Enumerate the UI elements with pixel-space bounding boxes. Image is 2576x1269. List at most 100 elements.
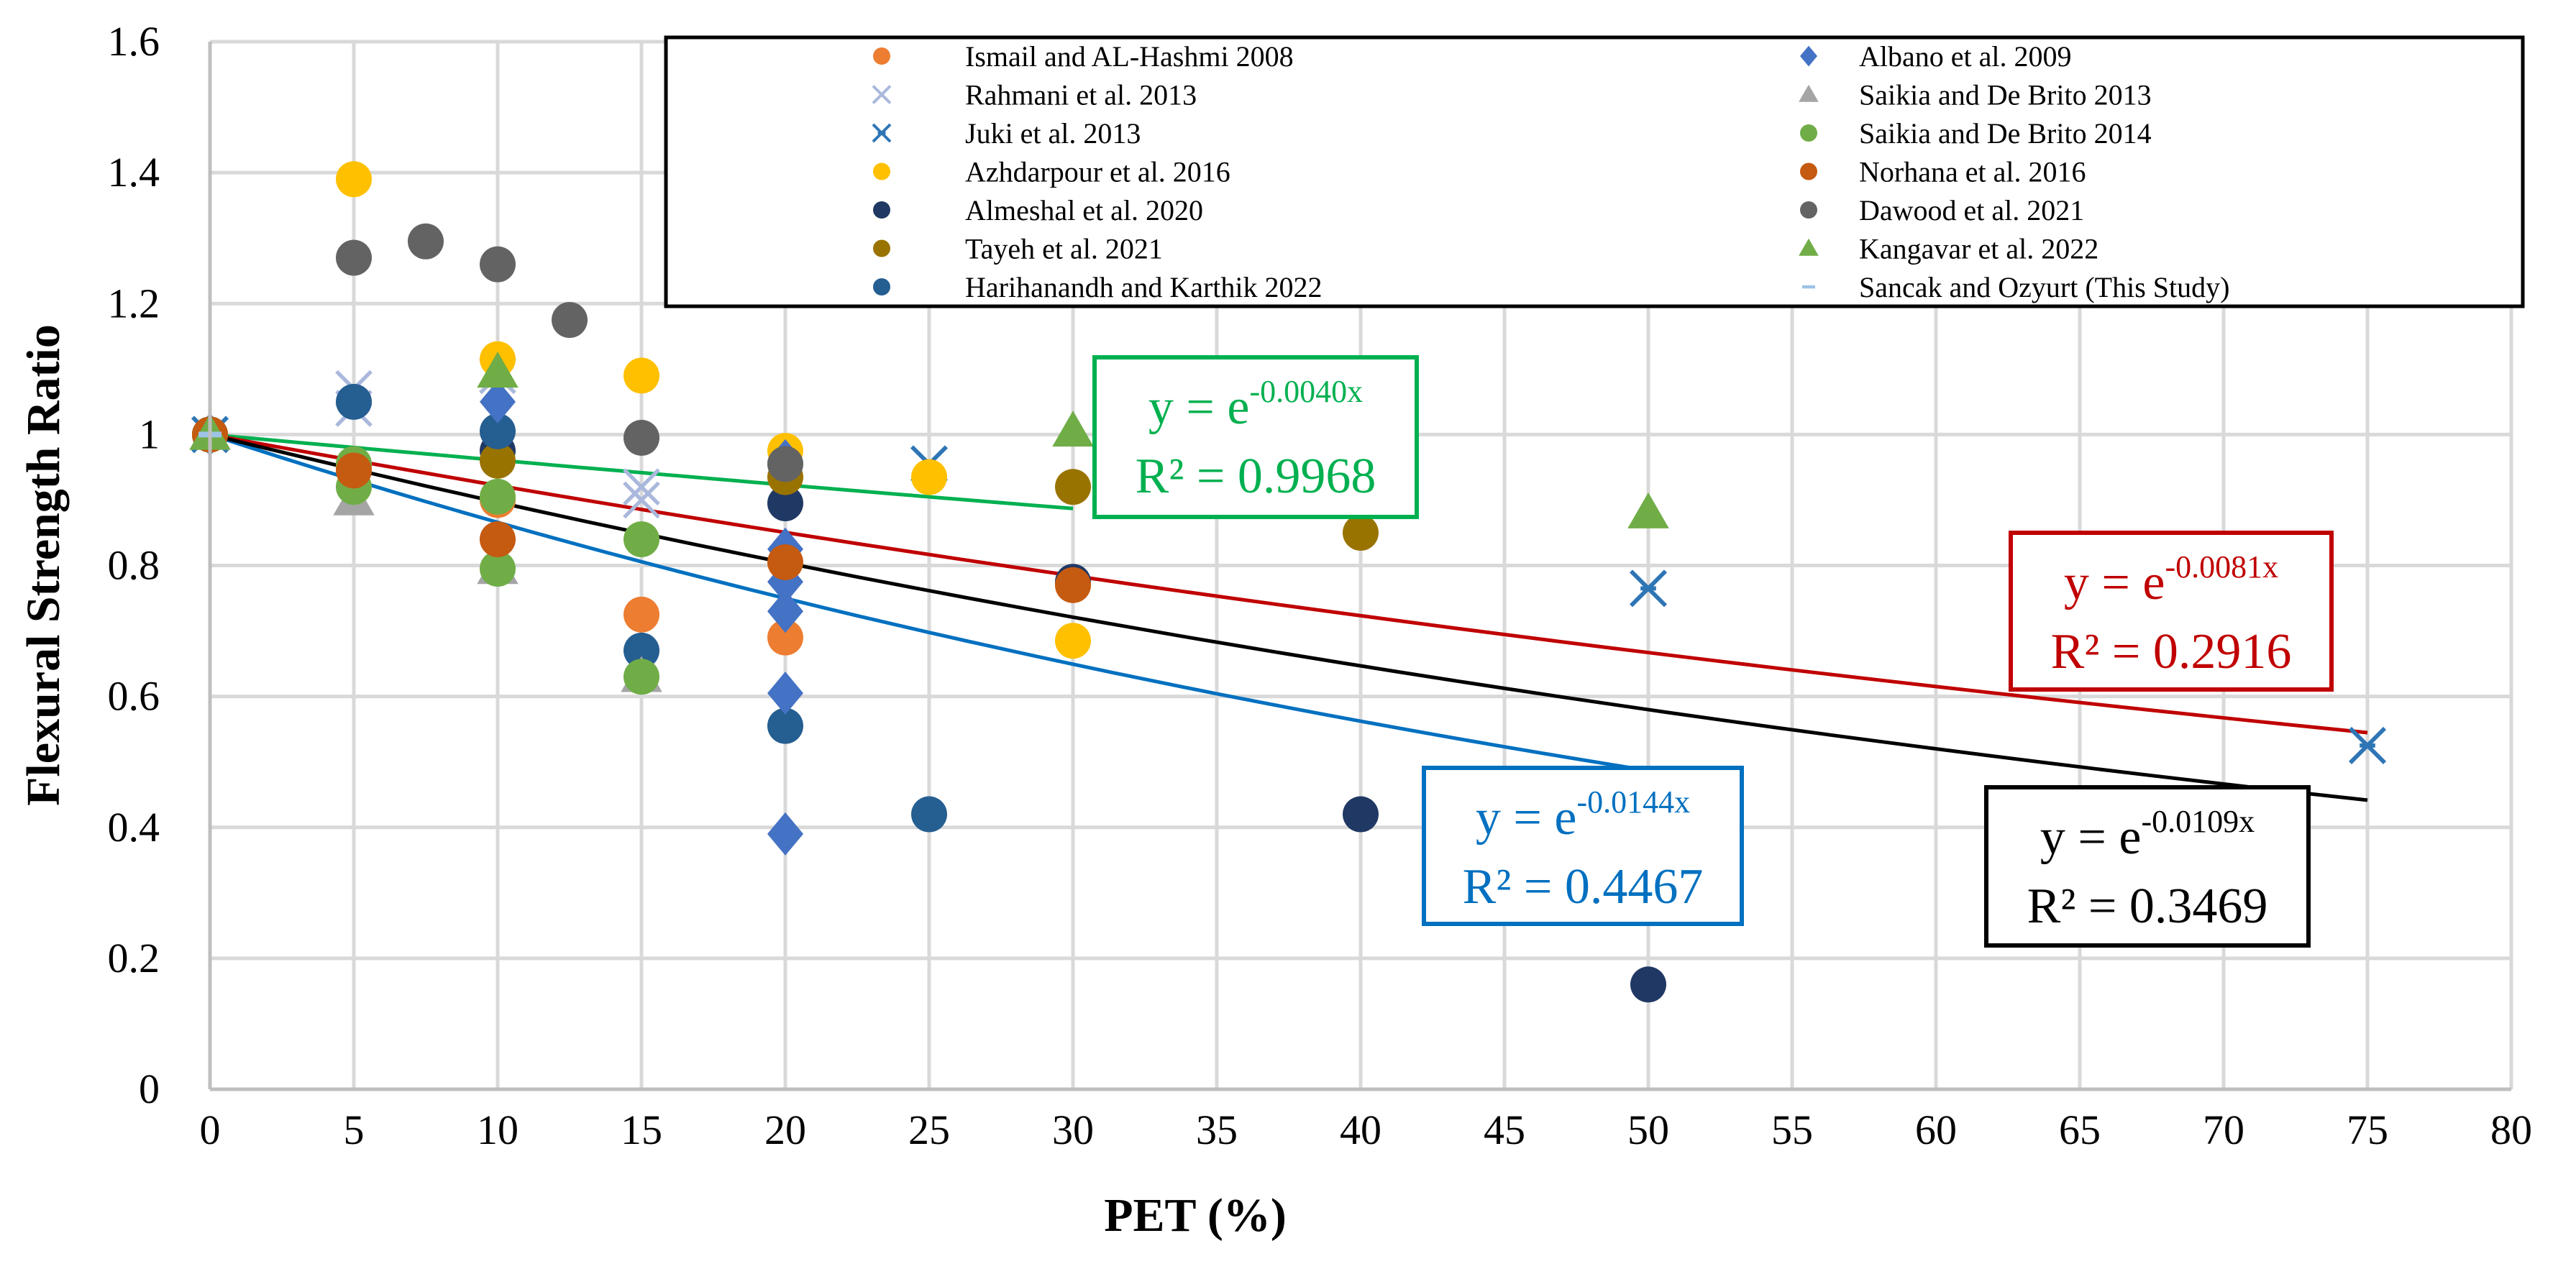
data-point [480,478,516,515]
legend-label: Juki et al. 2013 [965,117,1141,150]
data-point [623,481,660,519]
data-point [480,551,516,587]
equation-box: y = e-0.0109x R² = 0.3469 [1984,785,2311,948]
legend-label: Albano et al. 2009 [1859,40,2072,73]
legend-marker [872,85,892,104]
legend-item: Tayeh et al. 2021 [873,233,1163,265]
data-point [767,590,803,633]
legend-box [664,35,2525,308]
x-tick-label: 75 [2347,1107,2388,1153]
x-tick-label: 45 [1484,1107,1525,1153]
data-point [624,659,659,695]
equation-text: y = e-0.0144x [1476,784,1690,846]
data-point [624,357,659,394]
data-point [624,596,659,633]
x-tick-label: 10 [477,1107,519,1153]
legend-marker [1799,84,1819,102]
data-point [1343,796,1379,833]
equation-box-border [1092,355,1419,519]
legend-marker [873,47,890,65]
y-axis-title: Flexural Strength Ratio [17,324,70,806]
y-tick-label: 0 [139,1066,160,1112]
data-point [624,632,659,669]
legend-item: Saikia and De Brito 2014 [1800,117,2152,150]
trendline [209,432,2368,802]
x-tick-label: 50 [1627,1107,1669,1153]
legend-label: Kangavar et al. 2022 [1859,233,2098,265]
data-point [911,459,947,495]
equation-base: y = e [1148,380,1250,435]
equation-base: y = e [2064,555,2165,610]
data-point [408,223,444,260]
data-point [767,672,803,715]
data-point [767,619,803,656]
data-point [477,352,519,388]
x-tick-label: 20 [764,1107,806,1153]
legend-item: Albano et al. 2009 [1800,40,2072,73]
legend-item: Saikia and De Brito 2013 [1799,79,2152,111]
data-point [2348,726,2387,764]
legend-item: Almeshal et al. 2020 [873,194,1203,226]
r-squared-text: R² = 0.4467 [1463,859,1704,915]
y-tick-label: 1.4 [108,149,160,196]
data-point [624,419,659,456]
data-point [1055,469,1091,505]
trendline [209,432,2368,735]
x-tick-label: 5 [344,1107,365,1153]
equation-text: y = e-0.0081x [2064,549,2278,610]
equation-box: y = e-0.0081x R² = 0.2916 [2009,531,2334,692]
legend-label: Saikia and De Brito 2013 [1859,79,2152,111]
legend-item: Dawood et al. 2021 [1800,194,2084,226]
legend-label: Norhana et al. 2016 [1859,156,2086,188]
x-tick-label: 30 [1052,1107,1094,1153]
data-point [336,239,372,276]
data-point [1630,966,1666,1003]
equation-exponent: -0.0144x [1576,784,1690,820]
x-tick-label: 35 [1196,1107,1238,1153]
r-squared-text: R² = 0.2916 [2051,624,2292,679]
r-squared-text: R² = 0.3469 [2027,879,2268,934]
legend-marker [1800,124,1817,142]
legend-item: Ismail and AL-Hashmi 2008 [873,40,1294,73]
data-point [480,442,516,479]
legend-item: Norhana et al. 2016 [1800,156,2086,188]
legend-item: Azhdarpour et al. 2016 [873,156,1230,188]
x-tick-label: 15 [621,1107,662,1153]
y-tick-label: 1 [139,411,160,457]
legend-marker [1799,238,1819,256]
x-axis-title: PET (%) [1104,1189,1287,1242]
legend-item: Kangavar et al. 2022 [1799,233,2098,265]
data-point [1052,411,1094,447]
legend-label: Almeshal et al. 2020 [965,194,1203,226]
data-point [1055,623,1091,659]
data-point [336,161,372,198]
data-point [480,380,516,423]
legend-label: Saikia and De Brito 2014 [1859,117,2152,150]
data-point [767,707,803,744]
legend-marker [873,239,890,257]
equation-exponent: -0.0040x [1249,374,1363,409]
data-point [336,383,372,420]
y-tick-label: 0.4 [108,804,160,851]
legend-label: Ismail and AL-Hashmi 2008 [965,40,1294,73]
y-tick-label: 0.2 [108,935,160,981]
legend-label: Rahmani et al. 2013 [965,79,1197,111]
axes [208,42,2511,1091]
tick-labels: 0 5 10 15 20 25 30 35 40 45 50 55 60 65 70 75 80 0 0.2 0.4 0… [108,18,2533,1153]
data-point [1627,492,1669,528]
data-point [767,485,803,521]
equation-text: y = e-0.0040x [1148,374,1363,435]
legend-item: Juki et al. 2013 [872,117,1141,150]
data-point [480,246,516,283]
data-point [624,521,659,558]
equation-base: y = e [2040,810,2142,865]
equation-box-border [2009,531,2334,692]
data-point [767,446,803,482]
x-tick-label: 60 [1915,1107,1957,1153]
equation-box: y = e-0.0144x R² = 0.4467 [1422,766,1744,926]
x-tick-label: 0 [200,1107,221,1153]
legend-item: Rahmani et al. 2013 [872,79,1197,111]
data-points [189,161,2387,1003]
r-squared-text: R² = 0.9968 [1136,449,1376,504]
